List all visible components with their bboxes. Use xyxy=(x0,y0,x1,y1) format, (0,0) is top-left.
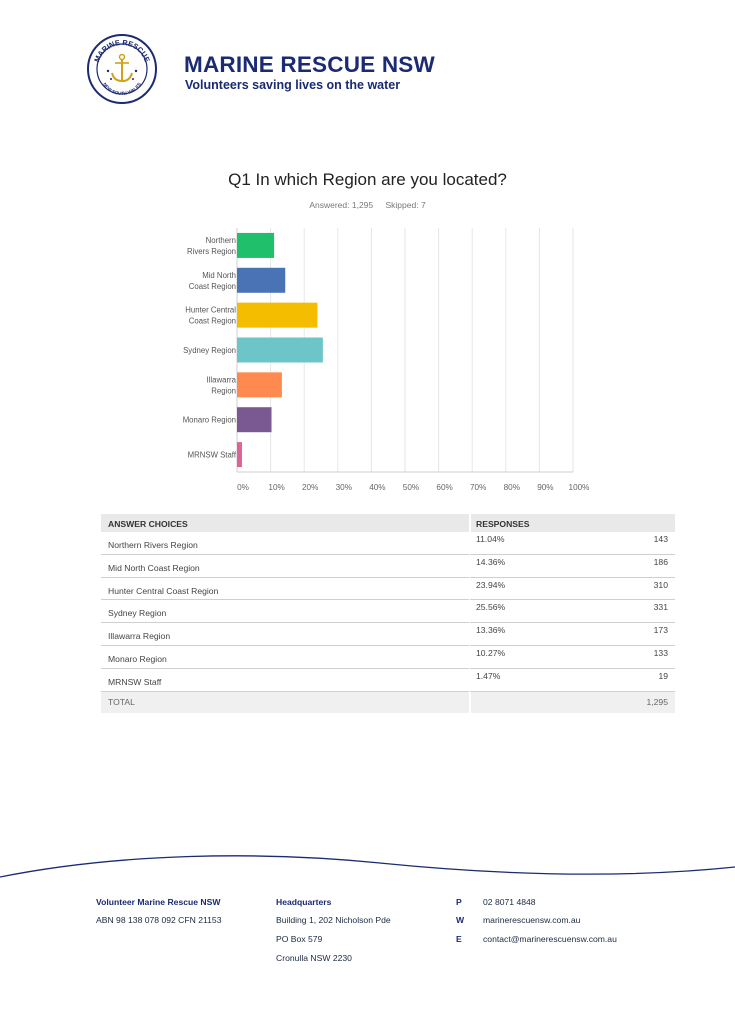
category-label: Monaro Region xyxy=(183,416,236,425)
row-count: 133 xyxy=(653,647,668,658)
anchor-icon xyxy=(111,53,133,83)
x-tick-label: 0% xyxy=(237,483,249,492)
category-label: Mid North Coast Region xyxy=(189,271,236,291)
total-value: 1,295 xyxy=(646,696,668,707)
table-row: Mid North Coast Region 14.36% 186 xyxy=(101,554,675,578)
answered-count: Answered: 1,295 xyxy=(309,200,374,210)
footer-phone-key: P xyxy=(456,897,462,907)
category-label: Northern Rivers Region xyxy=(187,236,236,256)
bar xyxy=(237,302,318,328)
question-title: Q1 In which Region are you located? xyxy=(228,170,507,189)
x-tick-label: 80% xyxy=(504,483,520,492)
skipped-count: Skipped: 7 xyxy=(385,200,426,210)
footer-email-link[interactable]: contact@marinerescuensw.com.au xyxy=(483,934,617,944)
table-header-row: ANSWER CHOICES RESPONSES xyxy=(101,514,675,533)
footer-hq-title: Headquarters xyxy=(276,897,332,907)
row-percent: 11.04% xyxy=(476,534,505,544)
table-row: Hunter Central Coast Region 23.94% 310 xyxy=(101,577,675,601)
x-tick-label: 100% xyxy=(569,483,590,492)
row-choice: Mid North Coast Region xyxy=(108,562,200,573)
responses-table: ANSWER CHOICES RESPONSES Northern Rivers… xyxy=(101,514,675,715)
bar xyxy=(237,442,242,468)
letterhead: MARINE RESCUE NEW SOUTH WALES MARINE RES… xyxy=(86,30,506,110)
row-choice: MRNSW Staff xyxy=(108,676,162,687)
table-row: MRNSW Staff 1.47% 19 xyxy=(101,668,675,692)
table-row: Illawarra Region 13.36% 173 xyxy=(101,623,675,646)
header-answer-choices: ANSWER CHOICES xyxy=(108,519,188,529)
table-row: Sydney Region 25.56% 331 xyxy=(101,600,675,624)
row-percent: 25.56% xyxy=(476,602,506,613)
header-responses: RESPONSES xyxy=(476,519,530,529)
footer-web-key: W xyxy=(456,915,465,925)
row-choice: Monaro Region xyxy=(108,653,167,664)
brand-title: MARINE RESCUE NSW xyxy=(184,52,435,77)
category-label: Illawarra Region xyxy=(207,375,237,395)
row-choice: Sydney Region xyxy=(108,608,167,619)
row-count: 331 xyxy=(653,602,668,613)
bar xyxy=(237,337,323,363)
category-label: Hunter Central Coast Region xyxy=(185,306,236,326)
region-bar-chart: 0% 10% 20% 30% 40% 50% 60% 70% 80% 90% 100% Norther… xyxy=(183,228,590,492)
x-tick-label: 20% xyxy=(302,483,318,492)
footer-phone[interactable]: 02 8071 4848 xyxy=(483,897,536,907)
bar xyxy=(237,232,275,258)
x-tick-label: 60% xyxy=(436,483,452,492)
answered-skipped: Answered: 1,295 Skipped: 7 xyxy=(0,200,735,210)
footer-website-link[interactable]: marinerescuensw.com.au xyxy=(483,915,581,925)
row-percent: 14.36% xyxy=(476,556,506,567)
row-choice: Northern Rivers Region xyxy=(108,540,198,550)
table-row: Northern Rivers Region 11.04% 143 xyxy=(101,532,675,555)
row-count: 143 xyxy=(653,534,668,544)
footer-hq-line: Building 1, 202 Nicholson Pde xyxy=(276,915,391,925)
row-percent: 23.94% xyxy=(476,579,506,590)
x-tick-label: 10% xyxy=(268,483,284,492)
footer-email-key: E xyxy=(456,934,462,944)
row-count: 19 xyxy=(658,670,668,681)
row-percent: 13.36% xyxy=(476,625,506,636)
row-count: 310 xyxy=(653,579,668,590)
row-count: 186 xyxy=(653,556,668,567)
table-total-row: TOTAL 1,295 xyxy=(101,691,675,715)
category-label: Sydney Region xyxy=(183,346,236,355)
x-tick-label: 90% xyxy=(537,483,553,492)
x-tick-label: 40% xyxy=(369,483,385,492)
bar xyxy=(237,372,282,398)
x-tick-label: 30% xyxy=(336,483,352,492)
footer-hq-line: PO Box 579 xyxy=(276,934,323,944)
footer-wave-divider xyxy=(0,855,735,878)
row-choice: Hunter Central Coast Region xyxy=(108,585,219,596)
x-tick-label: 70% xyxy=(470,483,486,492)
table-row: Monaro Region 10.27% 133 xyxy=(101,645,675,669)
footer-abn: ABN 98 138 078 092 CFN 21153 xyxy=(96,915,222,925)
brand-tagline: Volunteers saving lives on the water xyxy=(185,78,401,92)
footer-org: Volunteer Marine Rescue NSW xyxy=(96,897,221,907)
marine-rescue-logo: MARINE RESCUE NEW SOUTH WALES xyxy=(87,34,157,104)
x-tick-label: 50% xyxy=(403,483,419,492)
row-percent: 1.47% xyxy=(476,670,501,681)
row-percent: 10.27% xyxy=(476,647,506,658)
total-label: TOTAL xyxy=(108,696,135,707)
stars-icon xyxy=(106,69,138,80)
footer-hq-line: Cronulla NSW 2230 xyxy=(276,953,352,963)
row-choice: Illawarra Region xyxy=(108,631,171,642)
category-label: MRNSW Staff xyxy=(188,451,237,460)
bar xyxy=(237,407,272,433)
bar xyxy=(237,267,286,293)
row-count: 173 xyxy=(653,625,668,636)
